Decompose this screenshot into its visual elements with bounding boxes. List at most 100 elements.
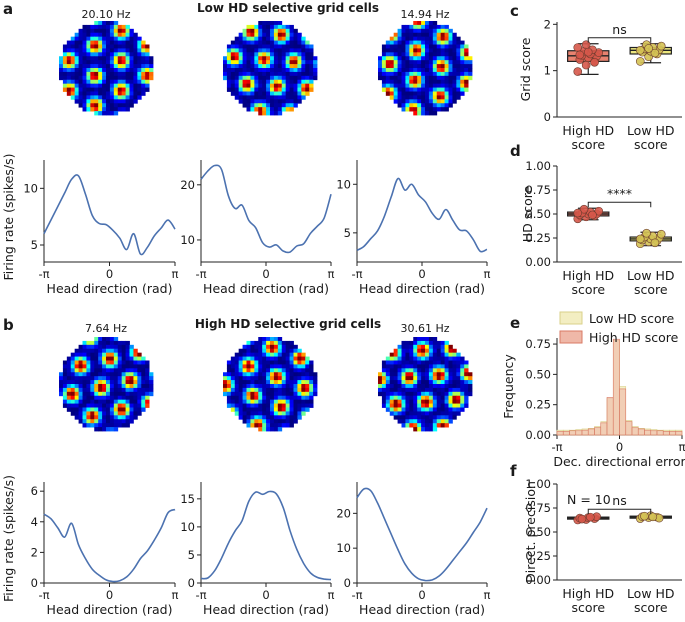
rate-map-pixel (106, 419, 111, 424)
rate-map-pixel (409, 71, 414, 77)
rate-map-pixel (226, 391, 232, 397)
rate-map-pixel (456, 368, 461, 373)
x-axis-label: Head direction (rad) (359, 602, 485, 617)
rate-map-pixel (425, 384, 430, 389)
rate-map-pixel (86, 356, 91, 361)
rate-map-pixel (102, 103, 107, 108)
rate-map-pixel (98, 415, 103, 420)
rate-map-pixel (98, 391, 103, 397)
rate-map-pixel (378, 56, 383, 61)
rate-map-pixel (94, 337, 99, 342)
rate-map-pixel (289, 71, 294, 77)
rate-map-pixel (145, 75, 150, 81)
rate-map-pixel (145, 64, 150, 69)
rate-map-pixel (273, 95, 279, 100)
rate-map-pixel (129, 399, 134, 404)
rate-map-pixel (254, 384, 259, 389)
rate-map-pixel (94, 368, 99, 373)
rate-map-pixel (62, 395, 68, 401)
legend-swatch (559, 311, 583, 325)
y-tick-label: 1.00 (525, 477, 551, 491)
rate-map-pixel (444, 407, 449, 412)
tuning-line (200, 490, 332, 581)
rate-map-pixel (305, 83, 310, 88)
rate-map-pixel (242, 356, 247, 361)
rate-map-pixel (401, 52, 406, 57)
rate-map-pixel (149, 391, 154, 397)
rate-map-pixel (121, 391, 126, 397)
rate-map-pixel (440, 356, 445, 361)
x-tick-label: 0 (616, 440, 623, 454)
rate-map-pixel (289, 364, 294, 369)
rate-map-pixel (254, 52, 259, 57)
rate-map-pixel (109, 28, 115, 34)
rate-map-pixel (444, 384, 449, 389)
rate-map-pixel (250, 360, 255, 365)
rate-map-pixel (293, 395, 298, 401)
rate-map-pixel (464, 60, 469, 65)
rate-map-pixel (113, 111, 119, 116)
rate-map-pixel (238, 68, 243, 73)
rate-map-pixel (273, 40, 279, 45)
rate-map-pixel (289, 352, 294, 357)
rate-map-pixel (425, 356, 430, 361)
rate-map-pixel (270, 372, 275, 377)
rate-map-pixel (106, 340, 111, 346)
rate-map-pixel (90, 380, 95, 385)
rate-map-pixel (94, 391, 99, 397)
rate-map-pixel (409, 103, 414, 108)
rate-map-pixel (417, 419, 422, 424)
rate-map-pixel (448, 71, 453, 77)
rate-map-pixel (266, 60, 271, 65)
rate-map-pixel (440, 352, 445, 357)
rate-map-pixel (273, 91, 279, 96)
rate-map-pixel (250, 24, 255, 30)
rate-map-pixel (389, 364, 395, 369)
rate-map-pixel (440, 372, 445, 377)
rate-map-pixel (109, 340, 115, 346)
rate-map-pixel (113, 372, 119, 377)
rate-map-pixel (125, 360, 130, 365)
rate-map-pixel (413, 60, 418, 65)
rate-map-pixel (270, 415, 275, 420)
rate-map-pixel (277, 423, 283, 428)
rate-map-pixel (102, 372, 107, 377)
rate-map-pixel (242, 68, 247, 73)
rate-map-pixel (432, 71, 438, 77)
rate-map-pixel (145, 403, 150, 408)
rate-map-pixel (109, 344, 115, 350)
rate-map-pixel (270, 52, 275, 57)
rate-map-pixel (90, 352, 95, 357)
rate-map-pixel (113, 340, 119, 346)
rate-map-pixel (401, 60, 406, 65)
rate-map-pixel (59, 64, 64, 69)
rate-map-pixel (258, 372, 263, 377)
rate-map-pixel (266, 87, 271, 92)
rate-map-pixel (262, 91, 267, 96)
rate-map-pixel (393, 71, 398, 77)
rate-map-pixel (378, 71, 383, 77)
rate-map-pixel (285, 372, 290, 377)
rate-map-pixel (428, 60, 434, 65)
rate-map-pixel (242, 391, 247, 397)
rate-map-pixel (393, 79, 398, 85)
rate-map-pixel (113, 79, 119, 85)
rate-map-pixel (273, 372, 279, 377)
rate-map-pixel (417, 344, 422, 350)
rate-map-pixel (149, 56, 154, 61)
rate-map-pixel (393, 68, 398, 73)
rate-map-pixel (417, 56, 422, 61)
rate-map-pixel (242, 411, 247, 416)
rate-map-pixel (258, 356, 263, 361)
rate-map-pixel (409, 44, 414, 49)
rate-map-pixel (448, 364, 453, 369)
rate-map-pixel (409, 399, 414, 404)
rate-map-pixel (440, 395, 445, 401)
rate-map-pixel (109, 360, 115, 365)
rate-map-pixel (129, 48, 134, 53)
rate-map-pixel (78, 384, 83, 389)
rate-map-pixel (421, 391, 426, 397)
rate-map-pixel (305, 91, 310, 96)
rate-map-pixel (94, 356, 99, 361)
rate-map-pixel (452, 368, 457, 373)
